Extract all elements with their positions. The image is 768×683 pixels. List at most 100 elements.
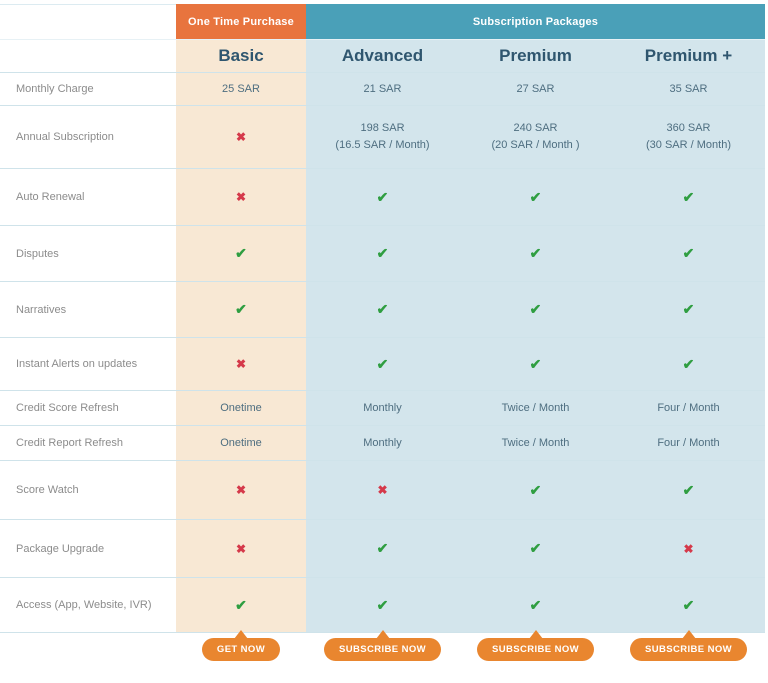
feature-value-cell: 360 SAR (30 SAR / Month)	[612, 106, 765, 168]
feature-label: Disputes	[0, 226, 176, 281]
feature-value: 360 SAR (30 SAR / Month)	[646, 121, 731, 151]
pricing-table: One Time Purchase Subscription Packages …	[0, 4, 765, 680]
feature-row: Package Upgrade ✖ ✔ ✔ ✖	[0, 520, 765, 578]
header-band: One Time Purchase Subscription Packages	[0, 4, 765, 40]
feature-row: Access (App, Website, IVR) ✔ ✔ ✔ ✔	[0, 578, 765, 633]
feature-value: Onetime	[220, 402, 262, 414]
feature-value-cell: ✖	[306, 461, 459, 519]
feature-value: Twice / Month	[501, 437, 570, 449]
check-icon: ✔	[682, 188, 695, 205]
feature-value: 240 SAR (20 SAR / Month )	[491, 121, 580, 151]
check-icon: ✔	[235, 245, 247, 261]
cross-icon: ✖	[235, 541, 247, 556]
feature-value-cell: ✔	[612, 461, 765, 519]
feature-value-cell: ✖	[176, 461, 306, 519]
feature-value-cell: ✖	[176, 520, 306, 577]
feature-row: Auto Renewal ✖ ✔ ✔ ✔	[0, 169, 765, 226]
feature-value-cell: ✔	[612, 338, 765, 390]
subscription-packages-header: Subscription Packages	[306, 4, 765, 39]
cta-row-spacer	[0, 633, 176, 680]
header-band-spacer	[0, 4, 176, 39]
feature-label: Access (App, Website, IVR)	[0, 578, 176, 632]
plan-names-spacer	[0, 40, 176, 72]
feature-row: Monthly Charge 25 SAR 21 SAR 27 SAR 35 SAR	[0, 73, 765, 106]
feature-value-cell: ✔	[176, 282, 306, 337]
feature-value: Monthly	[363, 437, 402, 449]
cross-icon: ✖	[377, 483, 388, 497]
feature-value-cell: 25 SAR	[176, 73, 306, 105]
feature-label: Monthly Charge	[0, 73, 176, 105]
cta-cell-premium: SUBSCRIBE NOW	[459, 630, 612, 680]
feature-value-cell: Monthly	[306, 391, 459, 425]
feature-row: Credit Report Refresh Onetime Monthly Twice…	[0, 426, 765, 461]
feature-value-cell: Twice / Month	[459, 426, 612, 460]
check-icon: ✔	[376, 596, 389, 613]
cross-icon: ✖	[235, 483, 247, 497]
check-icon: ✔	[682, 481, 695, 498]
get-now-button[interactable]: GET NOW	[201, 638, 281, 661]
cta-cell-advanced: SUBSCRIBE NOW	[306, 630, 459, 680]
feature-value-cell: ✔	[612, 226, 765, 281]
check-icon: ✔	[376, 540, 389, 556]
feature-value-cell: ✖	[612, 520, 765, 577]
check-icon: ✔	[682, 355, 695, 372]
plan-name-basic: Basic	[176, 40, 306, 72]
feature-value: 25 SAR	[222, 83, 260, 95]
check-icon: ✔	[235, 596, 247, 613]
feature-value-cell: ✔	[306, 226, 459, 281]
cross-icon: ✖	[235, 130, 247, 144]
feature-value-cell: 198 SAR (16.5 SAR / Month)	[306, 106, 459, 168]
plan-name-advanced: Advanced	[306, 40, 459, 72]
feature-value: 35 SAR	[669, 83, 708, 95]
subscribe-now-button-premium[interactable]: SUBSCRIBE NOW	[476, 638, 594, 661]
feature-value-cell: ✔	[459, 338, 612, 390]
feature-label: Credit Score Refresh	[0, 391, 176, 425]
feature-value-cell: ✔	[306, 338, 459, 390]
feature-rows: Monthly Charge 25 SAR 21 SAR 27 SAR 35 SAR An…	[0, 73, 765, 633]
cross-icon: ✖	[235, 357, 247, 371]
feature-label: Credit Report Refresh	[0, 426, 176, 460]
feature-value-cell: ✔	[459, 461, 612, 519]
check-icon: ✔	[235, 301, 247, 317]
plan-names-row: Basic Advanced Premium Premium +	[0, 40, 765, 73]
subscribe-now-button-premium-plus[interactable]: SUBSCRIBE NOW	[629, 638, 747, 661]
one-time-purchase-header: One Time Purchase	[176, 4, 306, 39]
feature-value-cell: ✖	[176, 106, 306, 168]
feature-value-cell: ✖	[176, 338, 306, 390]
feature-row: Disputes ✔ ✔ ✔ ✔	[0, 226, 765, 282]
feature-row: Instant Alerts on updates ✖ ✔ ✔ ✔	[0, 338, 765, 391]
feature-value-cell: ✔	[612, 169, 765, 225]
feature-label: Auto Renewal	[0, 169, 176, 225]
check-icon: ✔	[682, 301, 695, 317]
feature-value-cell: Twice / Month	[459, 391, 612, 425]
cta-pointer-icon	[234, 630, 248, 639]
check-icon: ✔	[376, 245, 389, 261]
feature-value-cell: 27 SAR	[459, 73, 612, 105]
feature-value-cell: 21 SAR	[306, 73, 459, 105]
feature-value-cell: ✔	[459, 226, 612, 281]
check-icon: ✔	[682, 245, 695, 261]
feature-row: Annual Subscription ✖ 198 SAR (16.5 SAR / M…	[0, 106, 765, 169]
cta-cell-premium-plus: SUBSCRIBE NOW	[612, 630, 765, 680]
check-icon: ✔	[529, 355, 542, 372]
check-icon: ✔	[529, 596, 542, 613]
feature-value: Four / Month	[657, 437, 720, 449]
cta-row: GET NOW SUBSCRIBE NOW SUBSCRIBE NOW SUBS…	[0, 630, 765, 680]
feature-value-cell: Four / Month	[612, 391, 765, 425]
check-icon: ✔	[529, 481, 542, 498]
plan-name-premium-plus: Premium +	[612, 40, 765, 72]
feature-value-cell: Onetime	[176, 391, 306, 425]
feature-value-cell: ✔	[306, 282, 459, 337]
feature-value-cell: 35 SAR	[612, 73, 765, 105]
feature-value-cell: Four / Month	[612, 426, 765, 460]
feature-value: Four / Month	[657, 402, 720, 414]
feature-value-cell: ✔	[306, 520, 459, 577]
check-icon: ✔	[529, 188, 542, 205]
feature-row: Credit Score Refresh Onetime Monthly Twice …	[0, 391, 765, 426]
feature-row: Narratives ✔ ✔ ✔ ✔	[0, 282, 765, 338]
feature-value-cell: ✔	[459, 169, 612, 225]
subscribe-now-button-advanced[interactable]: SUBSCRIBE NOW	[323, 638, 441, 661]
check-icon: ✔	[376, 301, 389, 317]
feature-label: Score Watch	[0, 461, 176, 519]
feature-label: Narratives	[0, 282, 176, 337]
